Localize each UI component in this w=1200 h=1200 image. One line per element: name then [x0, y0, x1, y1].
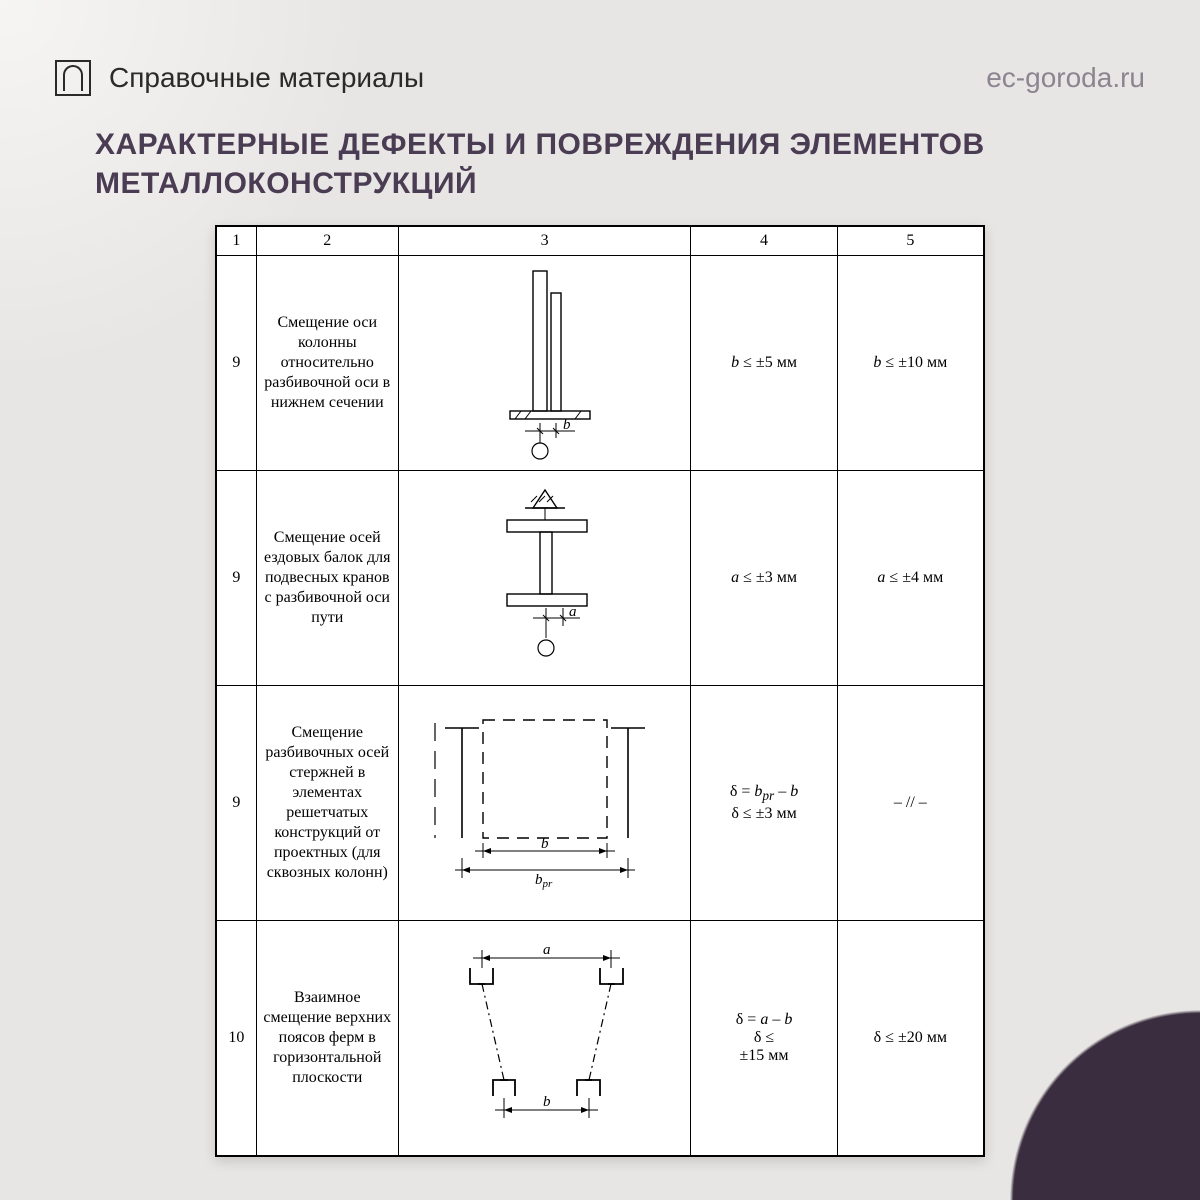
row-desc: Смещение осей ездовых балок для подвесны…	[256, 471, 398, 686]
page-title: ХАРАКТЕРНЫЕ ДЕФЕКТЫ И ПОВРЕЖДЕНИЯ ЭЛЕМЕН…	[95, 125, 1130, 203]
beam-offset-diagram: a	[455, 478, 635, 678]
row-tolerance-5: – // –	[837, 686, 983, 921]
row-num: 9	[217, 256, 257, 471]
table-header-row: 1 2 3 4 5	[217, 227, 984, 256]
row-tolerance-4: a ≤ ±3 мм	[691, 471, 837, 686]
col-header-5: 5	[837, 227, 983, 256]
row-tolerance-4: δ = bpr – bδ ≤ ±3 мм	[691, 686, 837, 921]
table-row: 9 Смещение оси колонны относительно разб…	[217, 256, 984, 471]
row-desc: Смещение оси колонны относительно разбив…	[256, 256, 398, 471]
truss-chord-diagram: a b	[415, 928, 675, 1148]
lattice-offset-diagram: b bpr	[415, 698, 675, 908]
dim-label: b	[563, 417, 571, 433]
row-tolerance-5: b ≤ ±10 мм	[837, 256, 983, 471]
row-desc: Взаимное смещение верхних поясов ферм в …	[256, 921, 398, 1156]
table-row: 9 Смещение осей ездовых балок для подвес…	[217, 471, 984, 686]
row-num: 9	[217, 686, 257, 921]
reference-label: Справочные материалы	[109, 62, 968, 94]
table-row: 10 Взаимное смещение верхних поясов ферм…	[217, 921, 984, 1156]
row-diagram: b	[398, 256, 691, 471]
row-diagram: a b	[398, 921, 691, 1156]
logo-icon	[55, 60, 91, 96]
col-header-3: 3	[398, 227, 691, 256]
header: Справочные материалы ec-goroda.ru	[55, 60, 1145, 96]
col-header-2: 2	[256, 227, 398, 256]
dim-label-a: a	[543, 942, 551, 958]
row-tolerance-5: a ≤ ±4 мм	[837, 471, 983, 686]
dim-label: a	[569, 604, 577, 620]
row-diagram: b bpr	[398, 686, 691, 921]
row-tolerance-4: δ = a – bδ ≤±15 мм	[691, 921, 837, 1156]
defects-table-wrap: 1 2 3 4 5 9 Смещение оси колонны относит…	[215, 225, 985, 1157]
dim-label-b: b	[541, 836, 549, 852]
row-diagram: a	[398, 471, 691, 686]
row-tolerance-5: δ ≤ ±20 мм	[837, 921, 983, 1156]
svg-text:bpr: bpr	[535, 872, 553, 890]
column-offset-diagram: b	[455, 263, 635, 463]
row-tolerance-4: b ≤ ±5 мм	[691, 256, 837, 471]
col-header-4: 4	[691, 227, 837, 256]
table-row: 9 Смещение разбивочных осей стержней в э…	[217, 686, 984, 921]
dim-label-b: b	[543, 1094, 551, 1110]
defects-table: 1 2 3 4 5 9 Смещение оси колонны относит…	[216, 226, 984, 1156]
site-label: ec-goroda.ru	[986, 62, 1145, 94]
col-header-1: 1	[217, 227, 257, 256]
row-desc: Смещение разбивочных осей стержней в эле…	[256, 686, 398, 921]
row-num: 10	[217, 921, 257, 1156]
row-num: 9	[217, 471, 257, 686]
bg-decoration-br	[960, 960, 1200, 1200]
